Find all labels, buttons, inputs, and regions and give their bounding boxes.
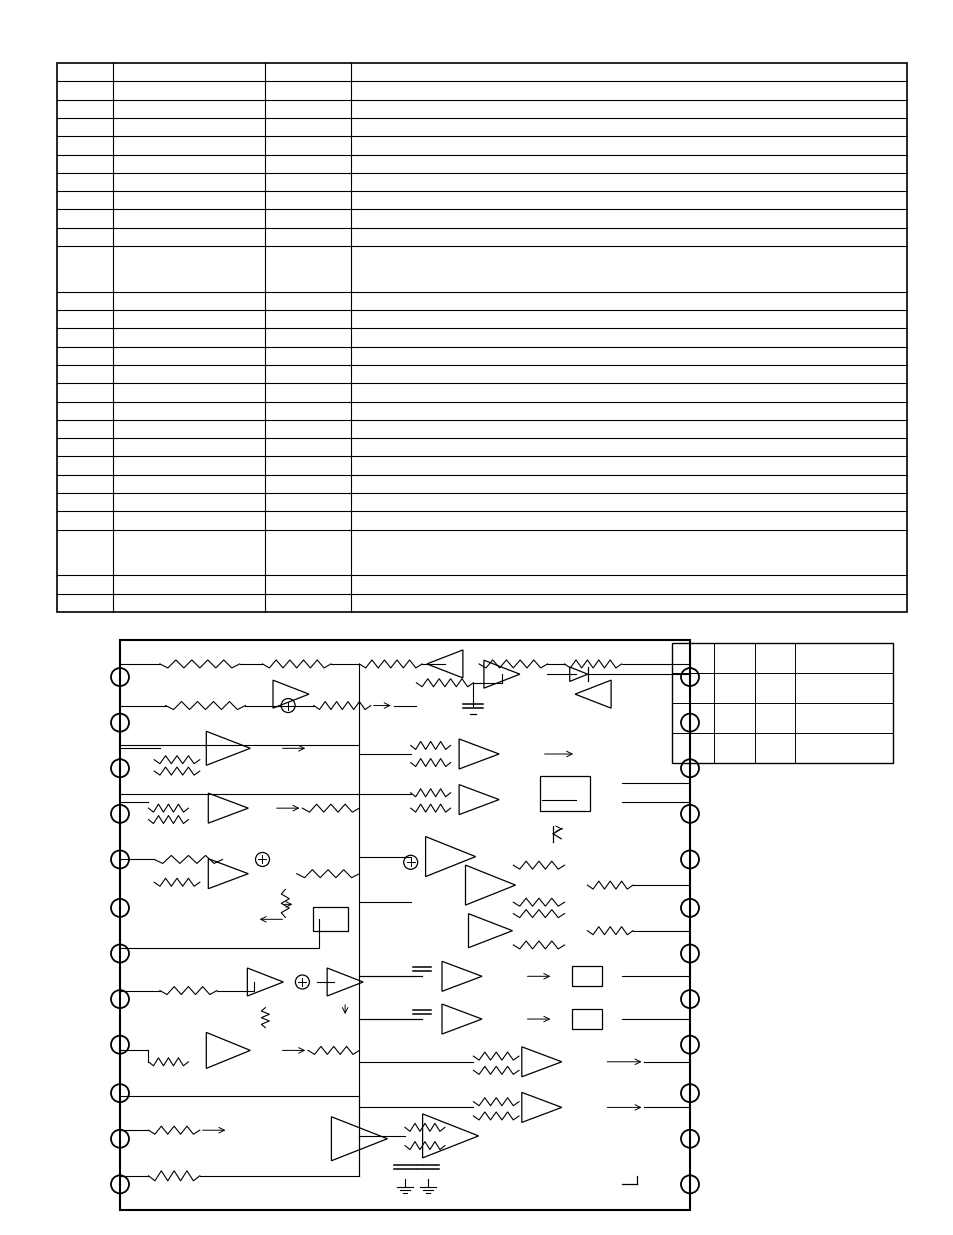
- Bar: [539, 777, 589, 811]
- Bar: [314, 908, 348, 931]
- Bar: [120, 640, 689, 1210]
- Bar: [57, 63, 906, 613]
- Bar: [572, 1009, 601, 1029]
- Bar: [572, 966, 601, 987]
- Bar: [671, 643, 892, 763]
